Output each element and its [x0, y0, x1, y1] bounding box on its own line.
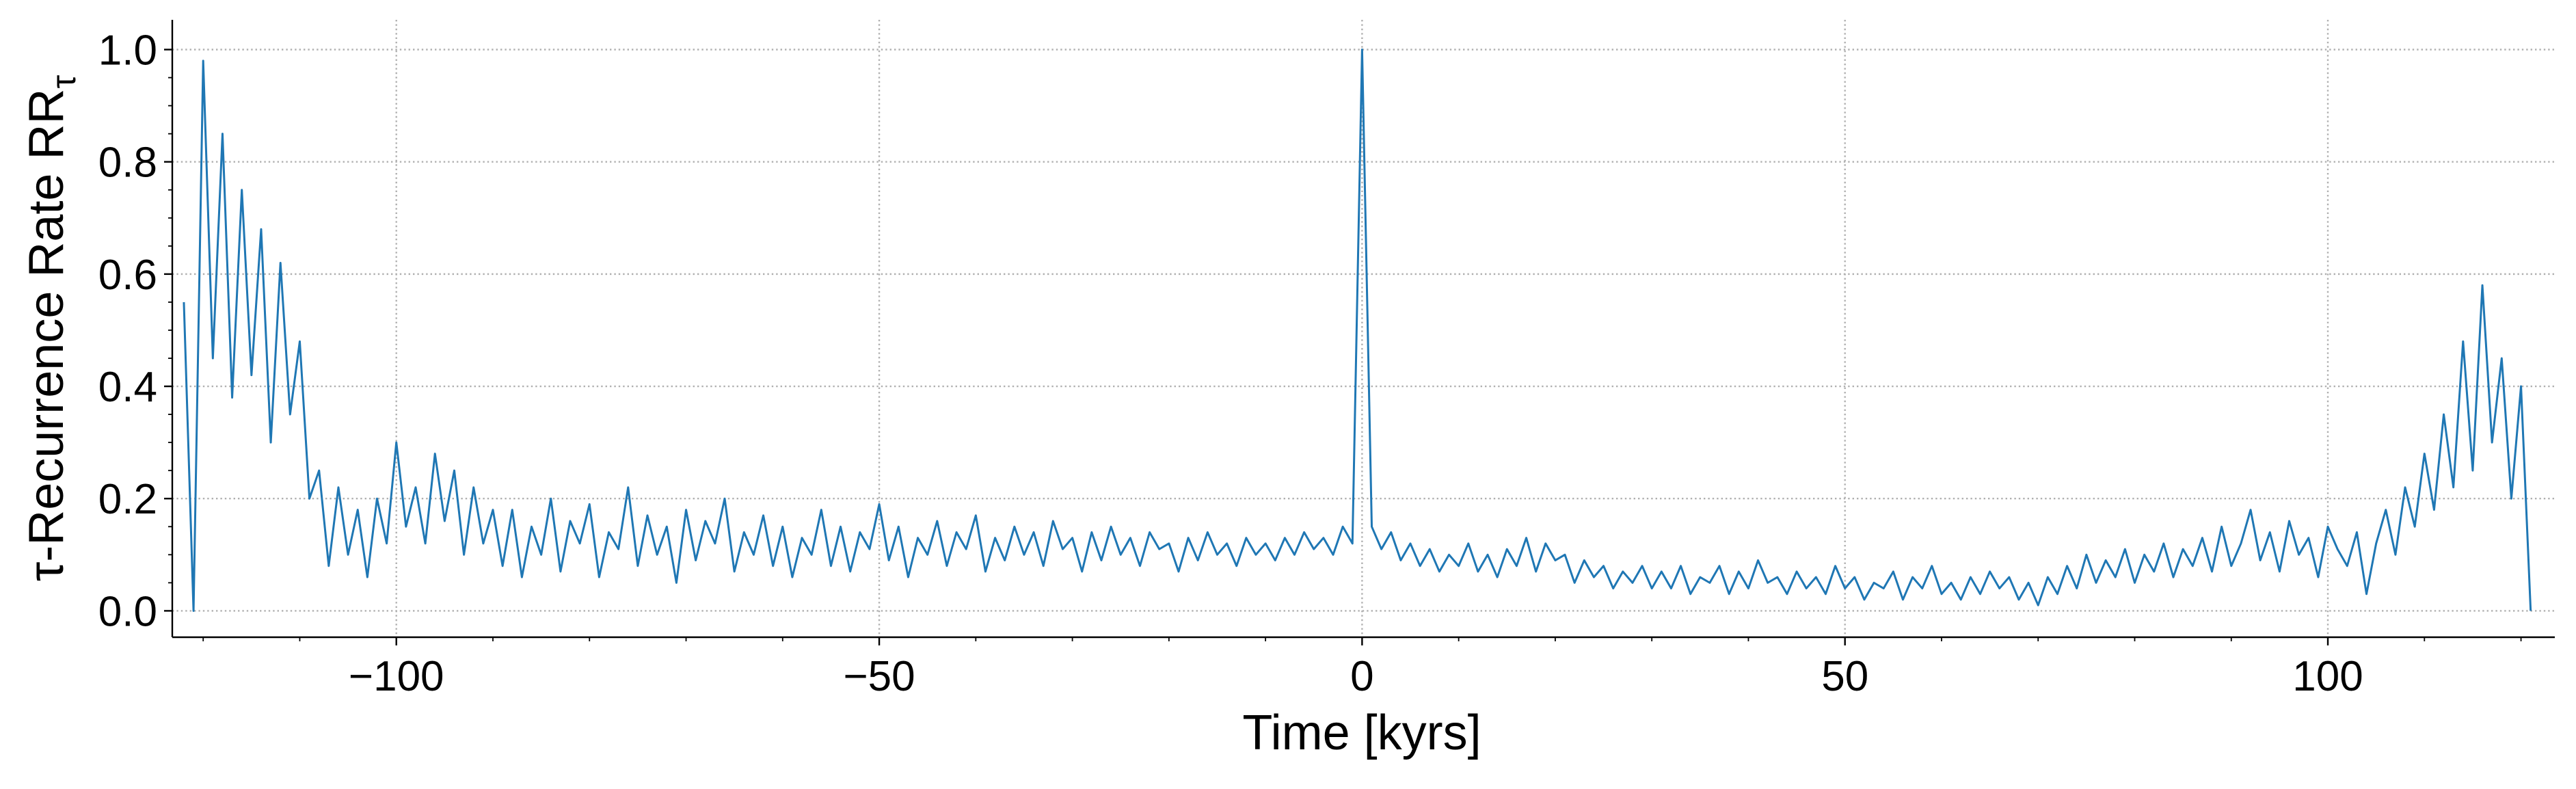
- x-tick-label: 0: [1350, 653, 1373, 700]
- x-axis-label: Time [kyrs]: [1242, 706, 1481, 760]
- x-tick-label: −100: [349, 653, 444, 700]
- y-tick-label: 0.0: [98, 588, 157, 635]
- y-tick-label: 1.0: [98, 27, 157, 75]
- y-tick-label: 0.2: [98, 476, 157, 523]
- x-tick-label: −50: [843, 653, 915, 700]
- y-axis-label: τ-Recurrence Rate RRτ: [19, 75, 83, 582]
- y-tick-label: 0.8: [98, 139, 157, 187]
- data-line: [183, 49, 2532, 612]
- y-tick-label: 0.6: [98, 252, 157, 299]
- y-tick-label: 0.4: [98, 364, 157, 411]
- y-axis-label-sub: τ: [44, 75, 83, 89]
- y-axis-label-main: τ-Recurrence Rate RR: [19, 89, 74, 582]
- x-tick-label: 100: [2292, 653, 2363, 700]
- x-tick-label: 50: [1821, 653, 1868, 700]
